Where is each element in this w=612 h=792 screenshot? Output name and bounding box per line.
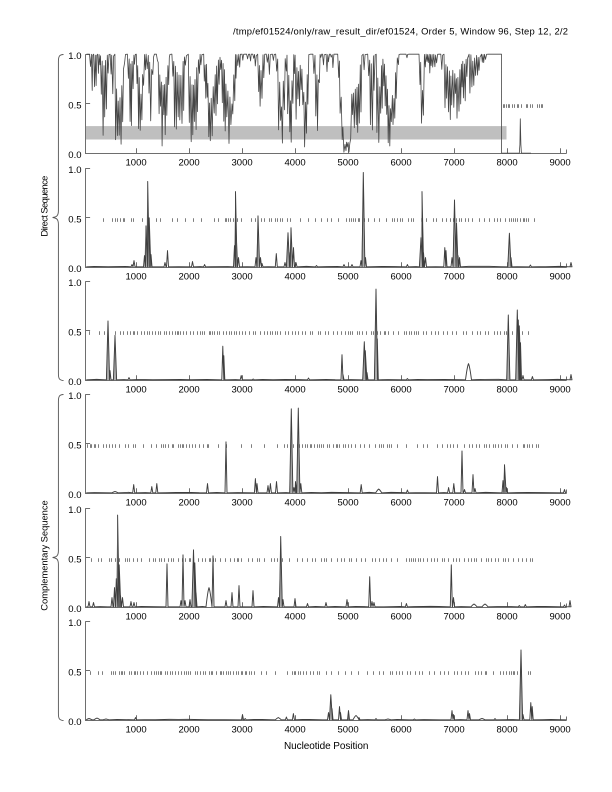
svg-text:0.5: 0.5 [68,555,81,566]
svg-text:2000: 2000 [179,724,200,735]
svg-text:5000: 5000 [338,271,359,282]
svg-text:7000: 7000 [444,497,465,508]
svg-text:6000: 6000 [391,271,412,282]
svg-text:2000: 2000 [179,497,200,508]
svg-text:9000: 9000 [550,611,571,622]
svg-text:1.0: 1.0 [68,505,81,516]
svg-text:6000: 6000 [391,157,412,168]
svg-text:3000: 3000 [232,157,253,168]
svg-text:8000: 8000 [497,271,518,282]
svg-text:0.0: 0.0 [68,264,81,275]
svg-text:3000: 3000 [232,724,253,735]
svg-text:8000: 8000 [497,724,518,735]
svg-text:6000: 6000 [391,724,412,735]
svg-text:2000: 2000 [179,157,200,168]
svg-text:6000: 6000 [391,384,412,395]
svg-text:1000: 1000 [126,497,147,508]
svg-text:0.5: 0.5 [68,214,81,225]
svg-text:3000: 3000 [232,384,253,395]
svg-text:7000: 7000 [444,271,465,282]
svg-text:1000: 1000 [126,611,147,622]
svg-text:1.0: 1.0 [68,618,81,629]
svg-text:1.0: 1.0 [68,391,81,402]
svg-text:4000: 4000 [285,724,306,735]
svg-text:4000: 4000 [285,271,306,282]
svg-text:9000: 9000 [550,384,571,395]
svg-text:1.0: 1.0 [68,278,81,289]
svg-text:/tmp/ef01524/only/raw_result_d: /tmp/ef01524/only/raw_result_dir/ef01524… [233,25,568,36]
svg-text:4000: 4000 [285,384,306,395]
svg-text:3000: 3000 [232,497,253,508]
svg-text:8000: 8000 [497,611,518,622]
svg-text:8000: 8000 [497,497,518,508]
svg-text:9000: 9000 [550,497,571,508]
svg-text:5000: 5000 [338,157,359,168]
svg-text:1000: 1000 [126,724,147,735]
svg-text:1000: 1000 [126,384,147,395]
svg-text:1.0: 1.0 [68,165,81,176]
svg-text:7000: 7000 [444,611,465,622]
svg-text:5000: 5000 [338,497,359,508]
svg-text:3000: 3000 [232,611,253,622]
svg-text:7000: 7000 [444,724,465,735]
svg-text:0.5: 0.5 [68,328,81,339]
svg-text:4000: 4000 [285,497,306,508]
svg-text:9000: 9000 [550,724,571,735]
svg-text:1000: 1000 [126,271,147,282]
svg-text:0.0: 0.0 [68,490,81,501]
svg-text:7000: 7000 [444,384,465,395]
svg-text:4000: 4000 [285,611,306,622]
svg-text:5000: 5000 [338,611,359,622]
svg-text:0.5: 0.5 [68,441,81,452]
svg-text:0.0: 0.0 [68,377,81,388]
svg-text:8000: 8000 [497,384,518,395]
svg-text:Complementary Sequence: Complementary Sequence [38,500,49,610]
svg-text:0.5: 0.5 [68,668,81,679]
svg-text:1000: 1000 [126,157,147,168]
svg-text:0.0: 0.0 [68,604,81,615]
svg-text:9000: 9000 [550,271,571,282]
svg-text:9000: 9000 [550,157,571,168]
svg-text:4000: 4000 [285,157,306,168]
svg-text:0.0: 0.0 [68,717,81,728]
svg-text:7000: 7000 [444,157,465,168]
svg-text:2000: 2000 [179,384,200,395]
svg-text:5000: 5000 [338,724,359,735]
svg-text:5000: 5000 [338,384,359,395]
svg-text:Nucleotide Position: Nucleotide Position [284,741,368,752]
svg-text:0.5: 0.5 [68,100,81,111]
svg-text:2000: 2000 [179,271,200,282]
svg-text:Direct Sequence: Direct Sequence [38,176,49,237]
svg-text:0.0: 0.0 [68,150,81,161]
svg-text:6000: 6000 [391,497,412,508]
svg-text:2000: 2000 [179,611,200,622]
svg-text:8000: 8000 [497,157,518,168]
svg-text:1.0: 1.0 [68,51,81,62]
svg-text:6000: 6000 [391,611,412,622]
svg-text:3000: 3000 [232,271,253,282]
